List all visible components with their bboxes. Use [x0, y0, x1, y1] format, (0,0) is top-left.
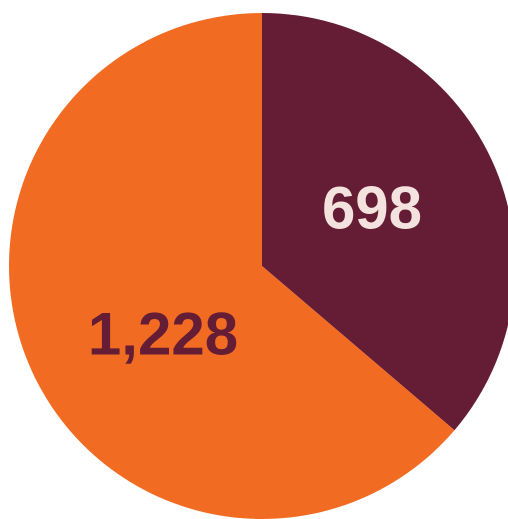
pie-slice-1 — [9, 13, 455, 519]
pie-slices — [9, 13, 508, 519]
pie-slice-label-0: 698 — [322, 175, 422, 242]
pie-slice-label-1: 1,228 — [88, 301, 238, 368]
pie-slice-0 — [262, 13, 508, 431]
pie-labels: 698 1,228 — [88, 175, 422, 368]
